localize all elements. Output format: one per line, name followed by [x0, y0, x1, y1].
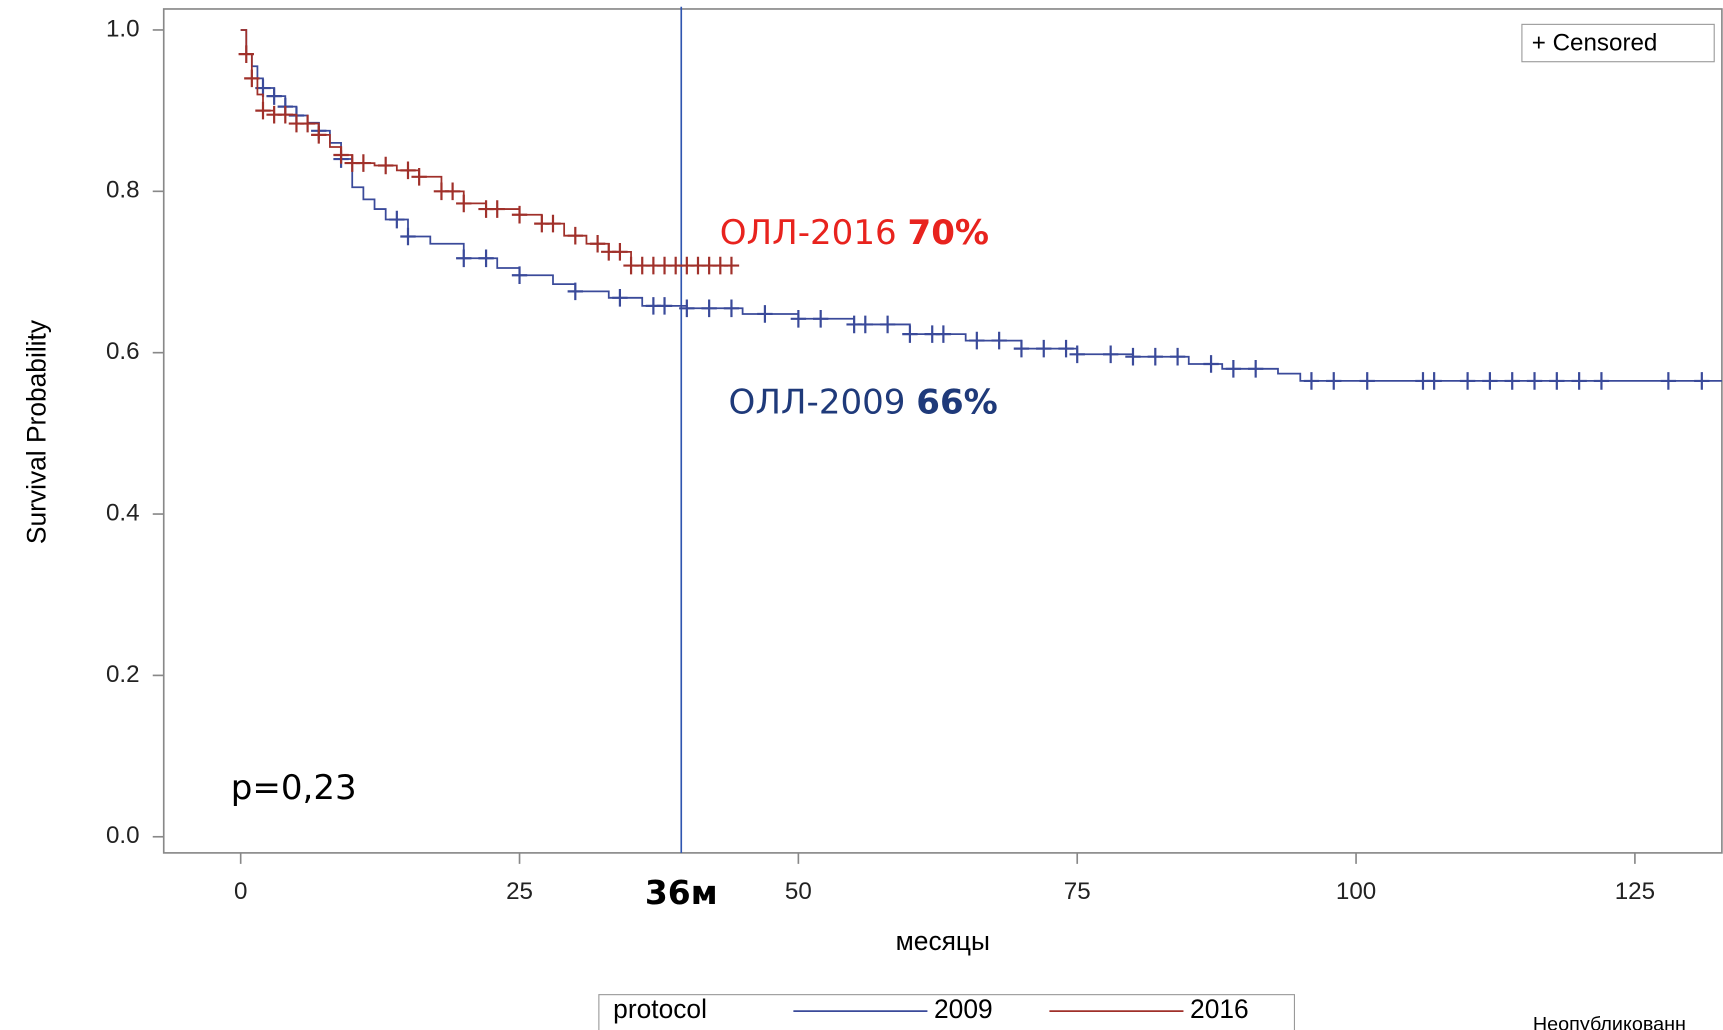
censor-mark: [545, 214, 561, 233]
censor-mark: [857, 315, 873, 334]
censor-mark: [991, 331, 1007, 350]
censor-mark: [567, 282, 583, 301]
censor-mark: [355, 154, 372, 172]
censor-legend-box: [1521, 23, 1715, 63]
censor-mark: [790, 310, 807, 328]
plot-frame: [162, 8, 1723, 854]
x-tick-label: 0: [234, 878, 247, 905]
reference-label: 36м: [645, 873, 718, 912]
censor-mark: [411, 168, 427, 186]
y-tick-label: 0.6: [106, 338, 140, 365]
x-tick-label: 125: [1615, 878, 1655, 905]
censor-mark: [1549, 372, 1565, 390]
censor-mark: [266, 87, 282, 105]
y-axis-label: Survival Probability: [21, 319, 51, 544]
censor-mark: [812, 310, 829, 328]
censor-mark: [389, 210, 405, 229]
censor-mark: [1147, 347, 1163, 366]
censor-mark: [456, 194, 472, 213]
censor-mark: [400, 227, 416, 246]
x-tick-label: 75: [1064, 878, 1091, 905]
censor-mark: [656, 297, 673, 315]
y-tick-label: 0.8: [106, 177, 140, 204]
censor-mark: [935, 325, 952, 343]
censor-mark: [489, 200, 505, 218]
censor-mark: [969, 331, 985, 350]
y-tick-label: 0.4: [106, 499, 140, 526]
censor-mark: [511, 266, 528, 285]
censor-mark: [879, 315, 896, 334]
censor-mark: [311, 126, 327, 144]
censor-mark: [1504, 372, 1520, 390]
censor-mark: [701, 299, 717, 318]
censor-mark: [589, 234, 606, 253]
footer: Неопубликованн: [1533, 1014, 1686, 1030]
censor-mark: [1526, 372, 1543, 390]
censor-mark: [1169, 347, 1186, 366]
censor-mark: [1459, 372, 1476, 390]
censor-mark: [244, 69, 260, 88]
annotation-text: ОЛЛ-2009: [729, 382, 917, 422]
censor-mark: [1303, 372, 1320, 390]
censor-mark: [1326, 372, 1342, 390]
censor-mark: [1694, 372, 1710, 390]
censor-mark: [1482, 372, 1498, 390]
x-tick-label: 50: [785, 878, 812, 905]
censor-mark: [1203, 355, 1219, 373]
legend-label: 2016: [1190, 994, 1249, 1024]
censor-mark: [456, 249, 472, 268]
censor-mark: [511, 205, 528, 224]
censor-mark: [757, 305, 773, 323]
y-tick-label: 1.0: [106, 15, 140, 42]
censor-legend: + Censored: [1532, 30, 1658, 57]
annotation-value: 66%: [916, 382, 998, 422]
annotation: ОЛЛ-2016 70%: [720, 213, 989, 253]
censor-mark: [1036, 339, 1052, 358]
censor-mark: [255, 101, 271, 120]
censor-mark: [299, 114, 316, 133]
censor-mark: [1058, 339, 1074, 358]
x-tick-label: 25: [506, 878, 533, 905]
censor-mark: [1225, 360, 1242, 378]
censor-mark: [679, 299, 695, 318]
survival-curve: [240, 29, 732, 267]
censor-mark: [277, 105, 293, 124]
censor-mark: [333, 146, 349, 164]
legend-label: 2009: [934, 994, 993, 1024]
censor-mark: [478, 249, 494, 268]
censor-mark: [1247, 360, 1264, 378]
censor-mark: [723, 256, 740, 275]
censor-mark: [238, 45, 254, 63]
censor-mark: [567, 226, 583, 245]
x-tick-label: 100: [1336, 878, 1376, 905]
annotation: p=0,23: [231, 768, 357, 808]
censor-mark: [1593, 372, 1610, 390]
censor-mark: [1571, 372, 1587, 390]
annotation-value: 70%: [908, 213, 990, 253]
censor-mark: [723, 299, 740, 318]
censor-mark: [902, 325, 918, 343]
censor-mark: [1125, 347, 1141, 366]
censor-mark: [1102, 345, 1119, 364]
legend-box: [598, 994, 1295, 1030]
y-tick-label: 0.2: [106, 661, 140, 688]
annotation: ОЛЛ-2009 66%: [729, 382, 998, 422]
annotation-text: ОЛЛ-2016: [720, 213, 908, 253]
censor-mark: [444, 182, 461, 201]
censor-mark: [1660, 372, 1677, 390]
censor-mark: [1069, 345, 1085, 364]
censor-mark: [1359, 372, 1375, 390]
censor-mark: [400, 161, 416, 180]
annotation-text: p=0,23: [231, 768, 357, 808]
censor-mark: [612, 243, 628, 261]
censor-mark: [377, 156, 394, 175]
censor-mark: [1426, 372, 1442, 390]
y-tick-label: 0.0: [106, 822, 140, 849]
x-axis-label: месяцы: [896, 926, 990, 956]
censor-mark: [612, 289, 628, 307]
censor-mark: [1013, 339, 1030, 358]
legend-title: protocol: [613, 994, 707, 1024]
